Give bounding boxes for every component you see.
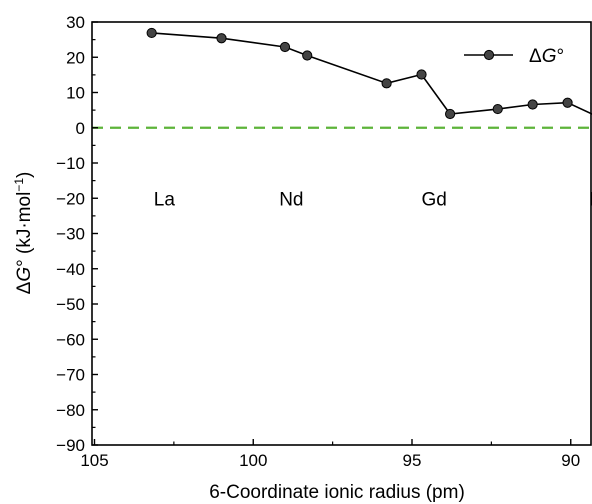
- data-point: [216, 33, 227, 44]
- legend-deg: °: [556, 46, 564, 67]
- x-tick-label: 95: [403, 451, 422, 470]
- x-tick-label: 90: [561, 451, 580, 470]
- legend-label: ΔG°: [529, 46, 564, 67]
- data-point: [492, 103, 503, 115]
- legend-delta: Δ: [529, 46, 542, 67]
- y-tick-label: 10: [66, 84, 85, 103]
- y-tick-label: −20: [56, 189, 85, 208]
- element-label: Gd: [422, 189, 447, 210]
- plot-layer: [92, 27, 592, 129]
- y-tick-label: −10: [56, 154, 85, 173]
- legend-g: G: [542, 46, 557, 67]
- y-tick-label: 30: [66, 13, 85, 32]
- y-label-g: G: [14, 267, 35, 282]
- y-tick-label: −30: [56, 225, 85, 244]
- data-point: [562, 97, 573, 108]
- element-labels: LaNdGdErLuSc: [154, 189, 592, 210]
- data-point: [445, 108, 456, 120]
- element-label: La: [154, 189, 176, 210]
- y-tick-label: −50: [56, 295, 85, 314]
- x-tick-label: 105: [80, 451, 108, 470]
- y-label-units: ° (kJ·mol: [14, 192, 35, 267]
- y-tick-label: −80: [56, 401, 85, 420]
- legend: ΔG°: [464, 46, 564, 67]
- y-label-close: ): [14, 172, 35, 178]
- y-tick-label: −70: [56, 366, 85, 385]
- y-tick-label: −90: [56, 436, 85, 455]
- y-tick-label: −60: [56, 330, 85, 349]
- x-axis-label: 6-Coordinate ionic radius (pm): [209, 482, 465, 503]
- y-label-delta: Δ: [14, 281, 35, 294]
- x-tick-label: 100: [239, 451, 267, 470]
- data-point: [416, 69, 427, 80]
- data-point: [527, 99, 538, 110]
- y-label-exponent: −1: [12, 178, 26, 192]
- plot-frame: [91, 21, 592, 446]
- data-point: [279, 41, 291, 53]
- data-point: [381, 78, 392, 89]
- data-point: [302, 50, 313, 61]
- y-tick-label: −40: [56, 260, 85, 279]
- series-line: [151, 32, 592, 115]
- element-label: Nd: [279, 189, 303, 210]
- ticks-layer: 10510095908580753020100−10−20−30−40−50−6…: [56, 13, 580, 470]
- y-tick-label: 20: [66, 48, 85, 67]
- data-point: [146, 27, 157, 39]
- y-axis-label: ΔG° (kJ·mol−1): [12, 172, 35, 295]
- legend-marker: [483, 49, 495, 61]
- y-tick-label: 0: [76, 119, 85, 138]
